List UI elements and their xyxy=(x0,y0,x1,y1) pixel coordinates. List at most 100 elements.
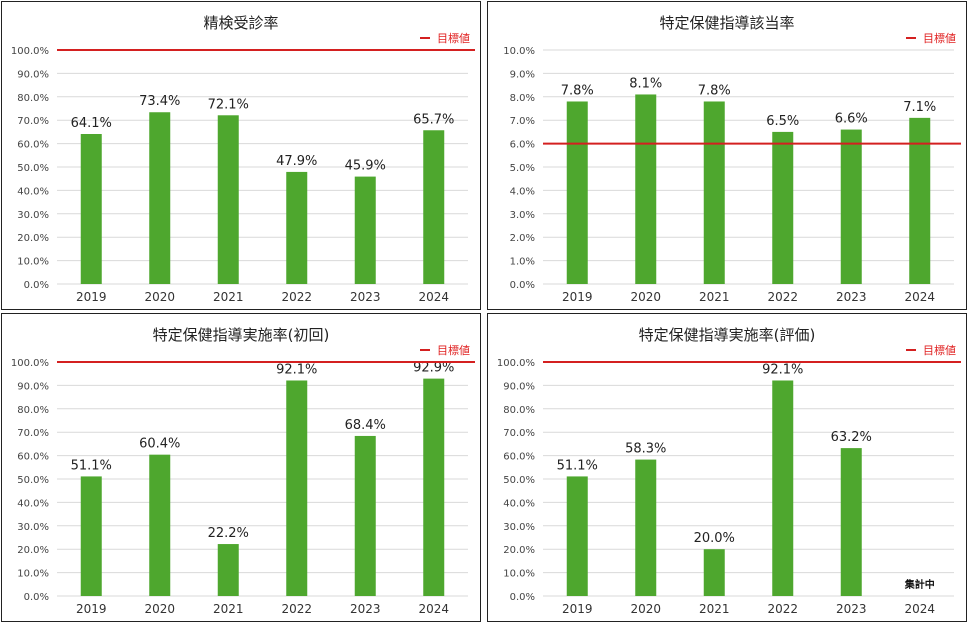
x-tick-label: 2024 xyxy=(418,290,449,304)
y-tick-label: 40.0% xyxy=(503,498,535,509)
x-tick-label: 2019 xyxy=(76,602,107,616)
bar xyxy=(635,94,657,285)
data-label: 64.1% xyxy=(71,116,112,131)
chart-panel-shokai: 特定保健指導実施率(初回) 目標値 0.0% 10.0% 20.0% 30.0% 40.0%… xyxy=(1,313,481,622)
y-tick-label: 0.0% xyxy=(24,592,49,603)
legend-target-label: 目標値 xyxy=(923,31,956,45)
y-tick-label: 50.0% xyxy=(17,163,49,174)
y-tick-label: 30.0% xyxy=(503,522,535,533)
y-tick-label: 100.0% xyxy=(11,358,49,369)
bar xyxy=(703,549,725,596)
x-tick-label: 2023 xyxy=(350,602,381,616)
x-tick-label: 2024 xyxy=(904,602,935,616)
y-tick-label: 80.0% xyxy=(503,405,535,416)
data-label: 73.4% xyxy=(139,94,180,109)
bar xyxy=(772,131,794,284)
y-tick-label: 5.0% xyxy=(510,163,535,174)
data-label: 22.2% xyxy=(208,526,249,541)
bar xyxy=(840,129,862,284)
x-tick-label: 2020 xyxy=(630,602,661,616)
data-label: 45.9% xyxy=(345,159,386,174)
bar xyxy=(772,380,794,596)
data-label: 7.8% xyxy=(698,83,731,98)
data-label: 92.1% xyxy=(276,362,317,377)
y-tick-label: 10.0% xyxy=(503,46,535,57)
y-tick-label: 20.0% xyxy=(503,545,535,556)
y-tick-label: 50.0% xyxy=(17,475,49,486)
data-label: 92.9% xyxy=(413,361,454,376)
x-tick-label: 2019 xyxy=(562,602,593,616)
y-tick-label: 30.0% xyxy=(17,522,49,533)
bar xyxy=(286,171,308,284)
y-tick-label: 9.0% xyxy=(510,69,535,80)
data-label: 7.8% xyxy=(561,83,594,98)
bar xyxy=(354,435,376,596)
bar xyxy=(703,101,725,284)
y-tick-label: 90.0% xyxy=(503,381,535,392)
data-label: 58.3% xyxy=(625,442,666,457)
x-tick-label: 2022 xyxy=(281,602,312,616)
chart-title: 特定保健指導実施率(評価) xyxy=(639,326,816,344)
legend-target-label: 目標値 xyxy=(437,343,470,357)
data-label: 51.1% xyxy=(71,458,112,473)
y-tick-label: 70.0% xyxy=(503,428,535,439)
x-tick-label: 2023 xyxy=(836,290,867,304)
y-tick-label: 100.0% xyxy=(11,46,49,57)
x-tick-label: 2024 xyxy=(418,602,449,616)
legend-target-label: 目標値 xyxy=(923,343,956,357)
y-tick-label: 20.0% xyxy=(17,233,49,244)
legend-target-label: 目標値 xyxy=(437,31,470,45)
bar xyxy=(149,112,171,284)
data-label: 6.5% xyxy=(766,114,799,129)
bar xyxy=(80,476,102,596)
y-tick-label: 2.0% xyxy=(510,233,535,244)
y-tick-label: 40.0% xyxy=(17,498,49,509)
bar xyxy=(286,380,308,596)
y-tick-label: 1.0% xyxy=(510,257,535,268)
y-tick-label: 3.0% xyxy=(510,210,535,221)
y-tick-label: 0.0% xyxy=(510,280,535,291)
chart-title: 精検受診率 xyxy=(203,14,278,32)
y-tick-label: 60.0% xyxy=(17,452,49,463)
y-tick-label: 10.0% xyxy=(17,257,49,268)
y-tick-label: 0.0% xyxy=(24,280,49,291)
y-tick-label: 70.0% xyxy=(17,116,49,127)
y-tick-label: 6.0% xyxy=(510,140,535,151)
bar xyxy=(217,544,239,596)
data-label: 7.1% xyxy=(903,100,936,115)
y-tick-label: 90.0% xyxy=(17,381,49,392)
bar xyxy=(635,459,657,596)
x-tick-label: 2022 xyxy=(767,290,798,304)
data-label: 63.2% xyxy=(831,430,872,445)
chart-svg: 特定保健指導実施率(初回) 目標値 0.0% 10.0% 20.0% 30.0% 40.0%… xyxy=(11,326,475,616)
data-label: 68.4% xyxy=(345,418,386,433)
bar xyxy=(354,176,376,284)
y-tick-label: 60.0% xyxy=(17,140,49,151)
y-tick-label: 100.0% xyxy=(497,358,535,369)
data-label: 65.7% xyxy=(413,112,454,127)
chart-title: 特定保健指導実施率(初回) xyxy=(153,326,330,344)
data-label: 72.1% xyxy=(208,97,249,112)
x-tick-label: 2023 xyxy=(836,602,867,616)
x-tick-label: 2022 xyxy=(767,602,798,616)
chart-svg: 特定保健指導実施率(評価) 目標値 0.0% 10.0% 20.0% 30.0% 40.0%… xyxy=(497,326,961,616)
y-tick-label: 10.0% xyxy=(503,569,535,580)
x-tick-label: 2021 xyxy=(213,602,244,616)
y-tick-label: 4.0% xyxy=(510,186,535,197)
data-label: 8.1% xyxy=(629,76,662,91)
y-tick-label: 20.0% xyxy=(17,545,49,556)
y-tick-label: 40.0% xyxy=(17,186,49,197)
x-tick-label: 2021 xyxy=(213,290,244,304)
x-tick-label: 2021 xyxy=(699,290,730,304)
data-label: 60.4% xyxy=(139,437,180,452)
data-label: 20.0% xyxy=(694,531,735,546)
y-tick-label: 80.0% xyxy=(17,405,49,416)
bar xyxy=(80,134,102,284)
x-tick-label: 2024 xyxy=(904,290,935,304)
x-tick-label: 2020 xyxy=(144,602,175,616)
bar xyxy=(909,117,931,284)
data-label: 51.1% xyxy=(557,458,598,473)
x-tick-label: 2021 xyxy=(699,602,730,616)
